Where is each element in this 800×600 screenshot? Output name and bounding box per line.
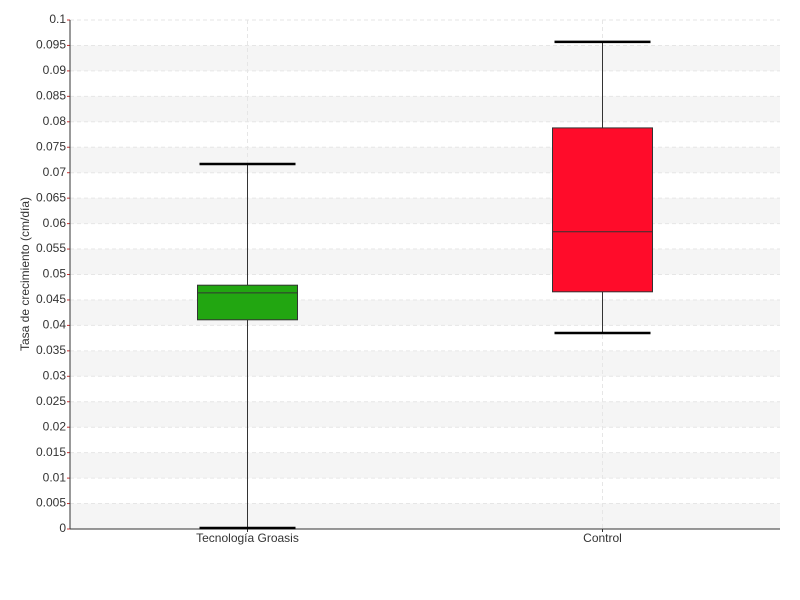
grid-band (70, 96, 780, 122)
y-tick-label: 0.05 (43, 267, 67, 281)
y-tick-label: 0.025 (36, 394, 66, 408)
grid-band (70, 249, 780, 275)
grid-band (70, 45, 780, 71)
x-tick-label: Control (583, 531, 622, 545)
y-tick-label: 0.06 (43, 216, 67, 230)
y-tick-label: 0.055 (36, 241, 66, 255)
grid-band (70, 147, 780, 173)
y-tick-label: 0.07 (43, 165, 67, 179)
y-tick-label: 0 (59, 521, 66, 535)
grid-band (70, 401, 780, 428)
y-tick-label: 0.02 (43, 419, 67, 433)
y-tick-label: 0.065 (36, 190, 66, 204)
y-tick-label: 0.1 (49, 12, 66, 26)
grid-band (70, 452, 780, 479)
box (197, 284, 298, 321)
y-tick-label: 0.095 (36, 38, 66, 52)
y-tick-label: 0.09 (43, 63, 67, 77)
grid-band (70, 350, 780, 377)
y-tick-label: 0.08 (43, 114, 67, 128)
x-tick-label: Tecnología Groasis (196, 531, 299, 545)
y-tick-label: 0.005 (36, 496, 66, 510)
y-tick-label: 0.015 (36, 445, 66, 459)
y-tick-label: 0.035 (36, 343, 66, 357)
y-tick-label: 0.075 (36, 139, 66, 153)
y-axis-label: Tasa de crecimiento (cm/día) (18, 197, 32, 351)
grid-band (70, 503, 780, 529)
y-tick-label: 0.045 (36, 292, 66, 306)
grid-band (70, 299, 780, 326)
y-tick-label: 0.01 (43, 470, 67, 484)
box (552, 127, 653, 293)
y-tick-label: 0.03 (43, 368, 67, 382)
grid-band (70, 198, 780, 224)
y-tick-label: 0.04 (43, 318, 67, 332)
y-tick-label: 0.085 (36, 89, 66, 103)
